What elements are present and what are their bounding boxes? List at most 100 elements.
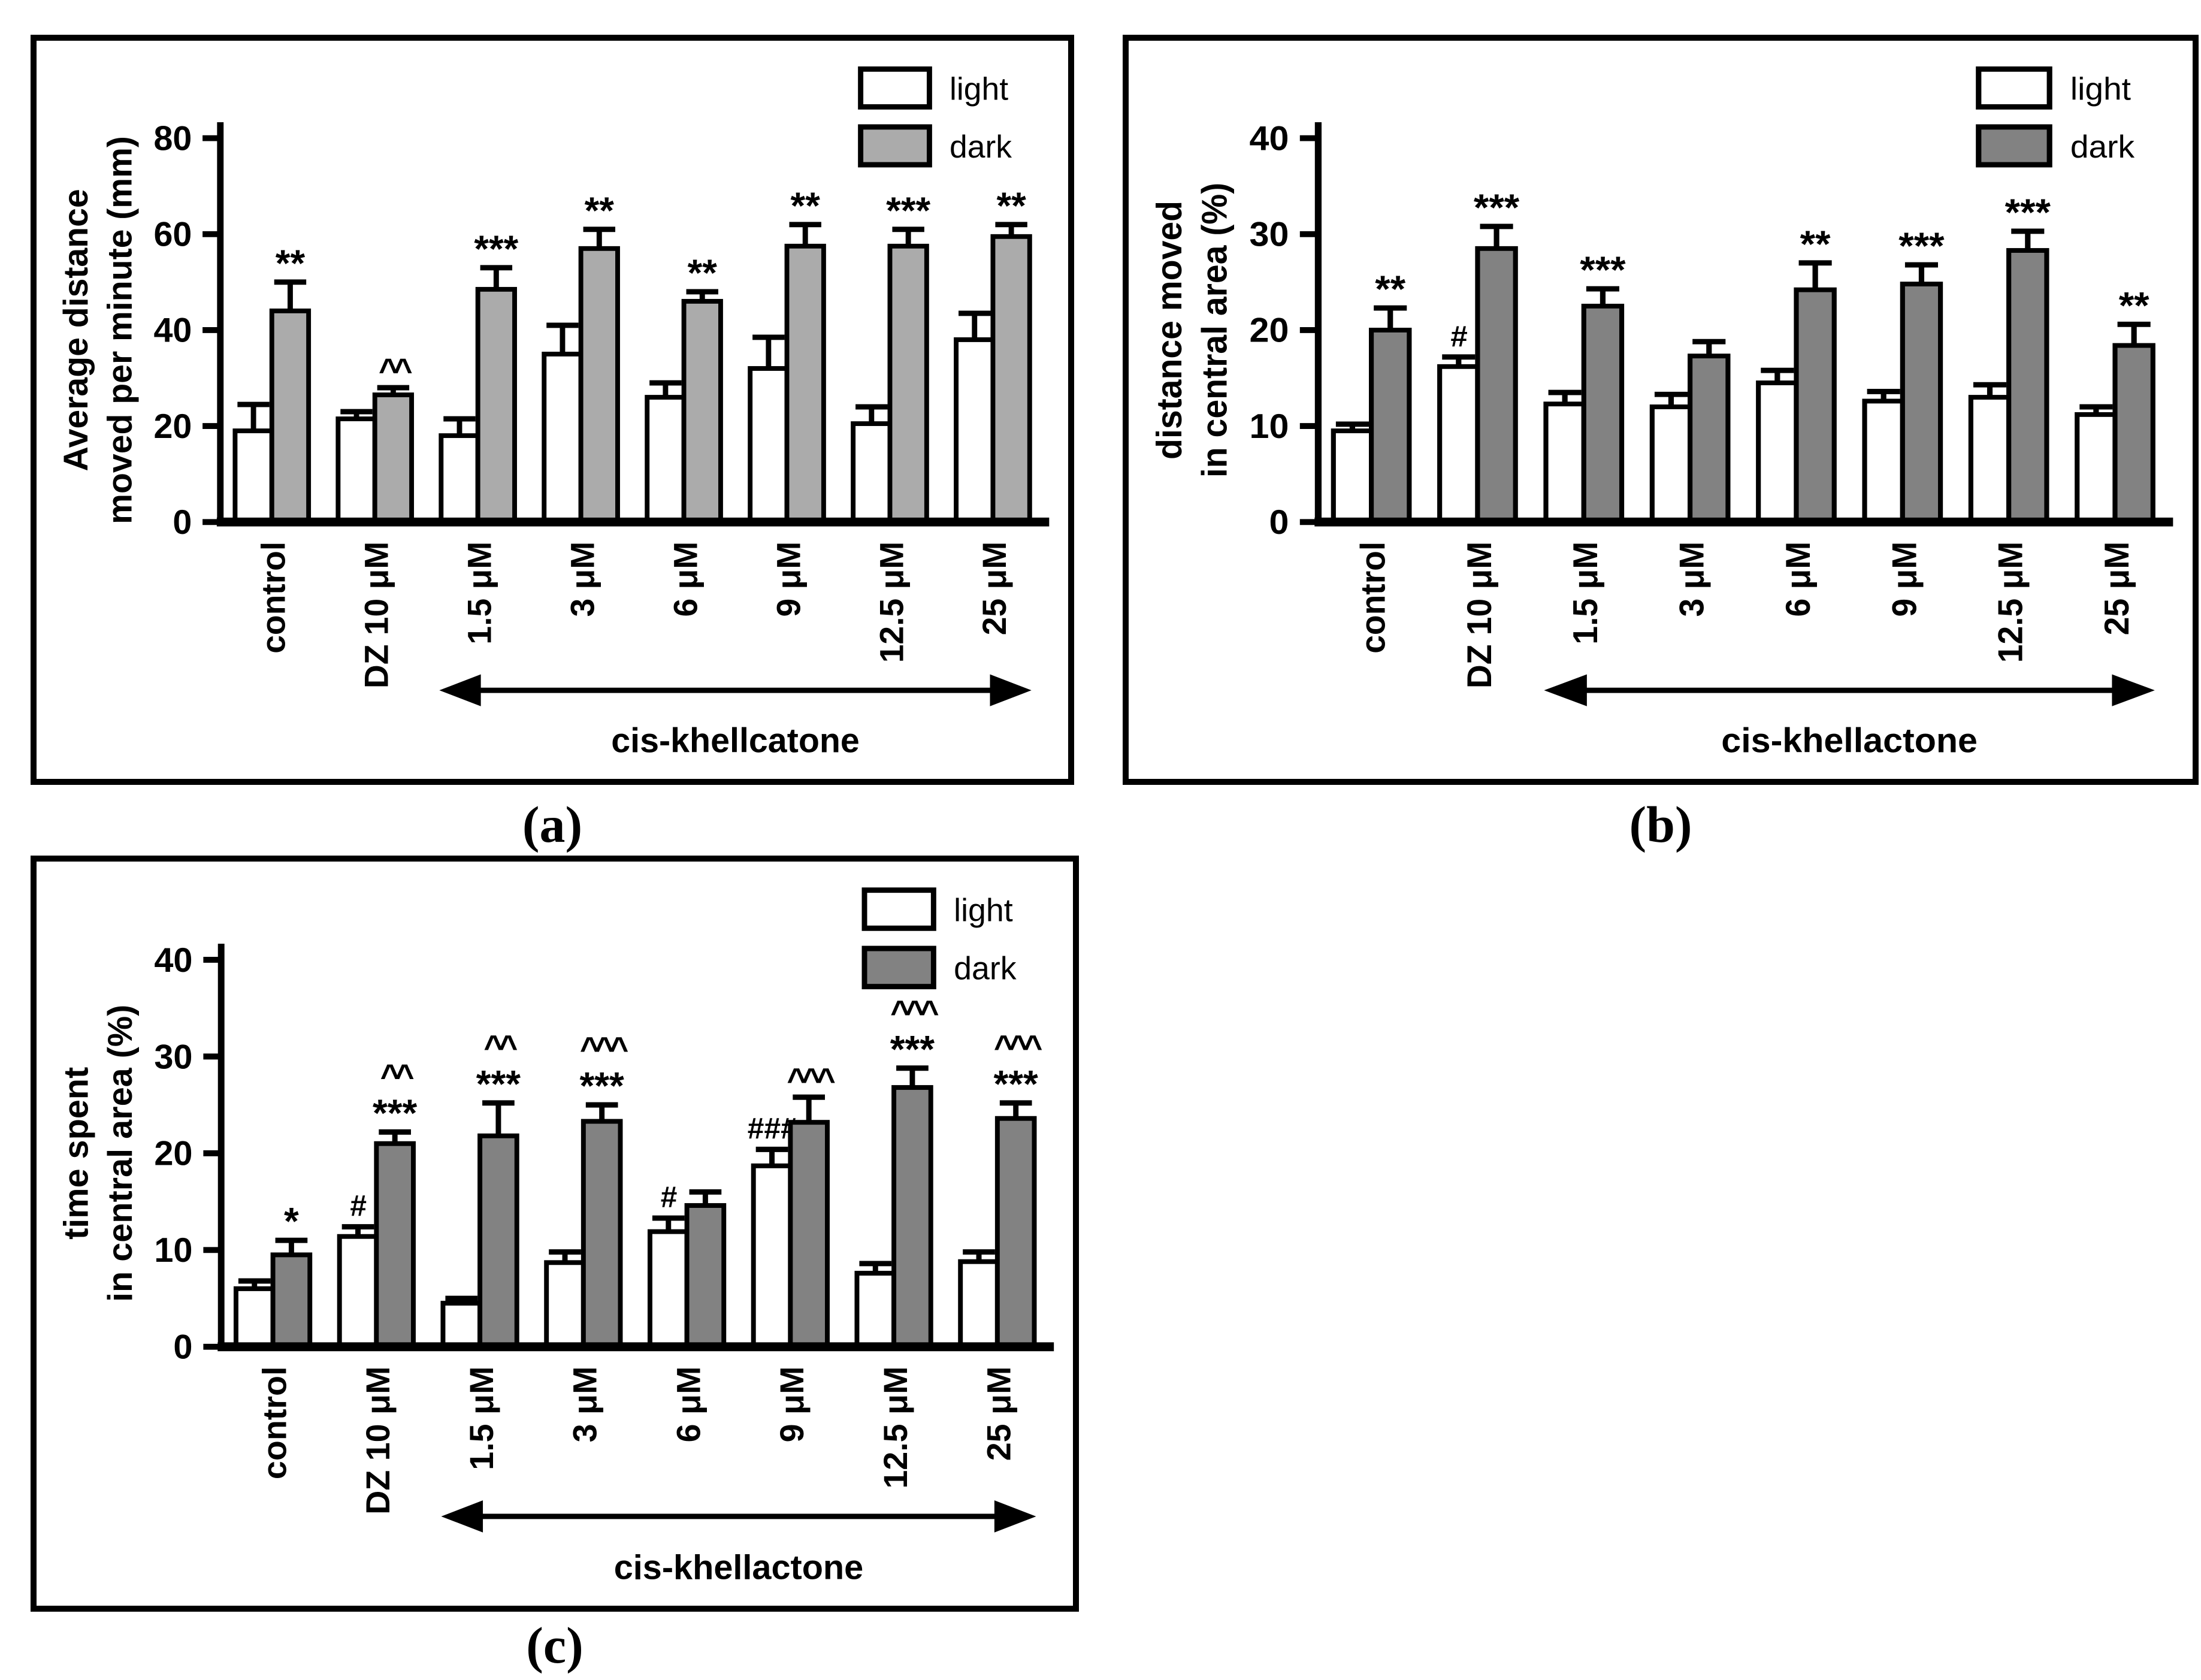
significance-asterisks: *** <box>373 1092 418 1134</box>
x-category-label: 25 μM <box>976 542 1013 635</box>
arrow-head-left <box>439 674 481 706</box>
y-tick-label: 20 <box>154 1135 192 1173</box>
significance-asterisks: *** <box>2005 191 2051 234</box>
bar-dark <box>270 1252 313 1349</box>
y-axis-title-line2: in central area (%) <box>101 1005 140 1302</box>
dose-range-label: cis-khellactone <box>1721 722 1978 760</box>
bar-light <box>1862 398 1905 525</box>
legend-label-dark: dark <box>950 129 1012 165</box>
bar-light <box>544 1260 586 1349</box>
significance-carets: ^^^ <box>890 993 939 1031</box>
x-category-label: 3 μM <box>1673 542 1711 617</box>
significance-carets: ^^ <box>380 1057 415 1095</box>
y-tick-label: 10 <box>154 1231 192 1270</box>
bar-light <box>1331 428 1374 525</box>
bar-dark <box>1794 287 1837 525</box>
significance-hash: # <box>350 1189 367 1223</box>
bar-dark <box>269 308 312 525</box>
bar-light <box>542 352 583 525</box>
dose-range-label: cis-khellcatone <box>611 722 860 760</box>
bar-dark <box>581 1119 623 1349</box>
bar-dark <box>374 1141 416 1349</box>
bar-light <box>439 433 480 525</box>
bar-light <box>1756 380 1799 525</box>
legend-swatch-light <box>1976 66 2052 110</box>
x-category-label: DZ 10 μM <box>1460 542 1498 688</box>
significance-asterisks: ** <box>276 243 306 285</box>
x-category-label: 6 μM <box>670 1367 707 1443</box>
significance-asterisks: *** <box>994 1063 1039 1105</box>
legend-label-light: light <box>954 892 1013 928</box>
x-category-label: control <box>255 542 292 654</box>
x-category-label: DZ 10 μM <box>359 1367 397 1515</box>
bar-light <box>2075 412 2118 525</box>
bar-light <box>1649 404 1693 525</box>
bar-light <box>647 1229 690 1349</box>
significance-asterisks: ** <box>585 190 615 232</box>
significance-hash: # <box>660 1180 677 1214</box>
y-tick-label: 0 <box>1269 503 1289 542</box>
significance-asterisks: *** <box>886 190 930 232</box>
bar-light <box>854 1271 897 1349</box>
panel-a: ** control ^^ DZ 10 μM *** 1.5 μM ** 3 μM ** 6 μM… <box>31 35 1074 785</box>
arrow-head-right <box>990 674 1032 706</box>
bar-light <box>954 337 996 525</box>
significance-asterisks: *** <box>476 1063 521 1105</box>
y-tick-label: 40 <box>154 941 192 980</box>
x-category-label: control <box>1354 542 1392 654</box>
significance-asterisks: *** <box>1898 225 1944 267</box>
bar-dark <box>2006 248 2049 525</box>
legend-swatch-light <box>861 887 936 931</box>
legend-swatch-dark <box>1976 124 2052 168</box>
arrow-head-right <box>994 1500 1036 1533</box>
panel-c: * control # *** ^^ DZ 10 μM *** ^^ 1.5 μM *** ^^^ 3… <box>31 856 1079 1612</box>
x-category-label: 12.5 μM <box>877 1367 914 1489</box>
significance-carets: ^^^ <box>580 1031 628 1068</box>
bar-light <box>645 395 687 525</box>
legend-swatch-dark <box>861 945 936 990</box>
significance-asterisks: *** <box>1580 249 1625 291</box>
bar-light <box>958 1259 1000 1349</box>
legend-swatch-dark <box>858 124 932 168</box>
y-tick-label: 30 <box>1250 215 1289 253</box>
y-axis-title-line1: Average distance <box>57 189 95 471</box>
chart-a-average-distance: ** control ^^ DZ 10 μM *** 1.5 μM ** 3 μM ** 6 μM… <box>57 66 1050 760</box>
bar-light <box>1543 401 1586 525</box>
legend-label-dark: dark <box>954 951 1017 987</box>
x-category-label: 3 μM <box>567 1367 604 1443</box>
y-axis-title-line2: moved per minute (mm) <box>101 136 139 524</box>
bar-light <box>233 1286 276 1349</box>
legend-swatch-light <box>858 66 932 110</box>
significance-asterisks: ** <box>688 252 718 294</box>
bar-light <box>440 1301 483 1349</box>
legend-label-light: light <box>2070 71 2131 107</box>
bar-dark <box>1688 353 1731 525</box>
caption-a: (a) <box>522 796 583 853</box>
bar-dark <box>2112 343 2155 525</box>
arrow-head-left <box>1544 674 1587 706</box>
bar-light <box>851 421 893 525</box>
x-category-label: 25 μM <box>2097 542 2136 635</box>
y-tick-label: 10 <box>1250 407 1289 446</box>
y-axis-title-line1: time spent <box>57 1067 95 1240</box>
x-category-label: 1.5 μM <box>463 1367 500 1470</box>
y-tick-label: 0 <box>173 1328 192 1367</box>
y-tick-label: 80 <box>153 119 192 158</box>
significance-asterisks: * <box>284 1200 299 1243</box>
dose-range-label: cis-khellactone <box>614 1548 863 1587</box>
significance-asterisks: ** <box>1800 223 1831 265</box>
x-category-label: 25 μM <box>981 1367 1018 1461</box>
bar-dark <box>1475 246 1518 525</box>
chart-c-time-central-area: *control#***^^DZ 10 μM***^^1.5 μM***^^^3… <box>57 887 1054 1587</box>
x-category-label: 6 μM <box>1779 542 1817 617</box>
chart-b-distance-central-area: ** control # *** DZ 10 μM *** 1.5 μM 3 μM ** 6 μM… <box>1150 66 2173 760</box>
significance-hash: # <box>1450 320 1467 353</box>
x-category-label: 1.5 μM <box>461 542 498 645</box>
legend-label-light: light <box>950 72 1008 107</box>
caption-b: (b) <box>1629 796 1692 853</box>
bar-light <box>751 1163 793 1349</box>
significance-asterisks: *** <box>474 228 518 270</box>
x-category-label: control <box>256 1367 293 1480</box>
bar-dark <box>1581 303 1625 525</box>
bar-light <box>1437 364 1480 525</box>
